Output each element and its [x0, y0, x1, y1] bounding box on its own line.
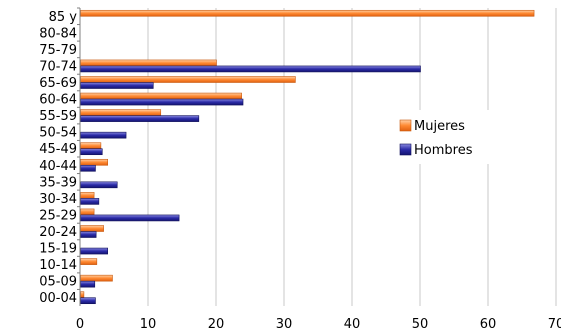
category-label: 00-04	[39, 291, 77, 306]
bar-hombres	[80, 131, 127, 139]
bar-hombres	[80, 98, 244, 106]
x-tick-label: 0	[76, 317, 84, 332]
x-tick-label: 20	[208, 317, 225, 332]
bar-hombres	[80, 247, 109, 255]
category-label: 70-74	[39, 59, 77, 74]
bar-hombres	[80, 297, 96, 305]
legend-swatch-hombres	[399, 143, 412, 156]
bar-mujeres	[80, 158, 109, 166]
category-label: 25-29	[39, 208, 77, 223]
bar-mujeres	[80, 9, 535, 17]
category-label: 35-39	[39, 175, 77, 190]
category-label: 20-24	[39, 225, 77, 240]
category-label: 80-84	[39, 26, 77, 41]
bar-mujeres	[80, 109, 162, 116]
category-label: 45-49	[39, 142, 77, 157]
bar-mujeres	[80, 291, 85, 299]
category-label: 15-19	[39, 242, 77, 257]
legend-label-mujeres: Mujeres	[414, 119, 465, 134]
x-tick-label: 70	[548, 317, 561, 332]
category-label: 55-59	[39, 109, 77, 124]
bar-hombres	[80, 181, 118, 189]
x-tick-label: 50	[412, 317, 429, 332]
x-axis: 0 10 20 30 40 50 60 70	[76, 317, 561, 332]
legend-swatch-mujeres	[399, 119, 412, 132]
category-label: 30-34	[39, 192, 77, 207]
bar-hombres	[80, 115, 200, 122]
category-label: 65-69	[39, 76, 77, 91]
category-label: 50-54	[39, 126, 77, 141]
bar-hombres	[80, 148, 103, 156]
bar-mujeres	[80, 92, 242, 100]
x-tick-label: 40	[344, 317, 361, 332]
bar-mujeres	[80, 192, 95, 199]
bar-mujeres	[80, 258, 98, 265]
bar-hombres	[80, 198, 100, 205]
bar-hombres	[80, 65, 421, 73]
category-label: 10-14	[39, 258, 77, 273]
x-tick-label: 60	[480, 317, 497, 332]
bar-hombres	[80, 164, 96, 172]
bar-mujeres	[80, 208, 95, 216]
category-label: 60-64	[39, 93, 77, 108]
bar-hombres	[80, 82, 154, 89]
bar-hombres	[80, 231, 97, 238]
bar-mujeres	[80, 76, 296, 83]
x-tick-label: 30	[276, 317, 293, 332]
bar-mujeres	[80, 274, 113, 282]
y-axis: 85 y80-8475-7970-7465-6960-6455-5950-544…	[39, 7, 81, 306]
bar-mujeres	[80, 59, 217, 67]
x-tick-label: 10	[140, 317, 157, 332]
category-label: 85 y	[49, 10, 78, 25]
bar-mujeres	[80, 225, 104, 232]
legend: Mujeres Hombres	[385, 110, 495, 164]
bar-mujeres	[80, 142, 102, 150]
legend-label-hombres: Hombres	[414, 143, 473, 158]
bar-hombres	[80, 280, 96, 288]
category-label: 05-09	[39, 275, 77, 290]
category-label: 75-79	[39, 43, 77, 58]
bar-hombres	[80, 214, 180, 222]
category-label: 40-44	[39, 159, 77, 174]
